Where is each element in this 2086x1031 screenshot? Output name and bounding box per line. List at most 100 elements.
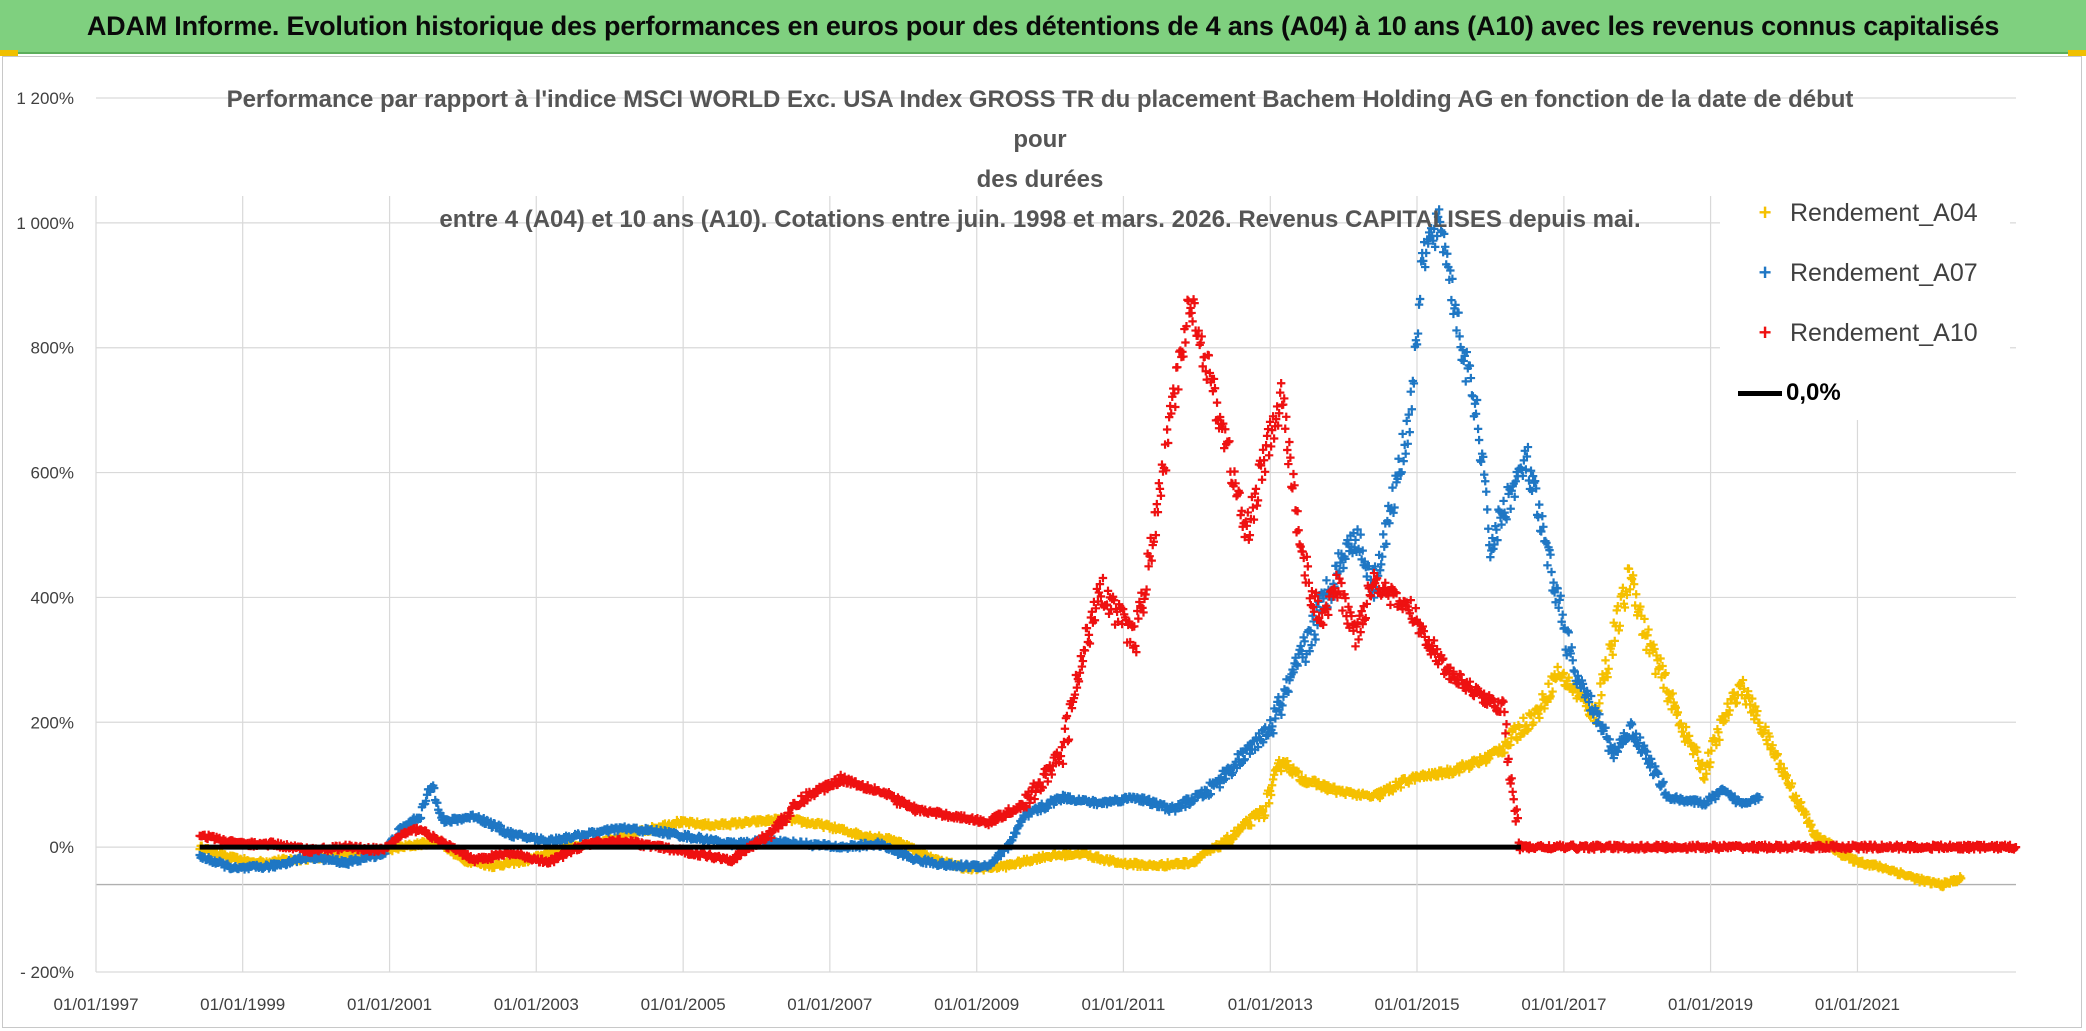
- data-point: [1601, 656, 1610, 665]
- data-point: [1738, 675, 1748, 685]
- y-tick-label: 800%: [31, 339, 74, 358]
- series-layer: [195, 205, 2021, 892]
- x-tick-label: 01/01/2013: [1228, 995, 1313, 1014]
- data-point: [1768, 740, 1777, 750]
- x-tick-label: 01/01/2003: [494, 995, 579, 1014]
- data-point: [1636, 602, 1645, 611]
- data-point: [1303, 562, 1313, 571]
- data-point: [1671, 703, 1680, 712]
- data-point: [1401, 449, 1410, 458]
- series-rendement-a07: [195, 205, 1764, 874]
- data-point: [1538, 511, 1547, 521]
- data-point: [1260, 811, 1270, 820]
- x-tick-label: 01/01/2015: [1374, 995, 1459, 1014]
- data-point: [1700, 775, 1709, 784]
- chart-frame: [2, 56, 2082, 1028]
- data-point: [1745, 700, 1755, 709]
- y-tick-label: 1 200%: [16, 89, 74, 108]
- report-banner: ADAM Informe. Evolution historique des p…: [0, 0, 2086, 54]
- data-point: [1715, 735, 1724, 745]
- data-point: [1597, 690, 1606, 700]
- data-point: [1628, 571, 1638, 580]
- data-point: [1751, 702, 1760, 711]
- data-point: [1508, 787, 1517, 796]
- data-point: [1500, 748, 1509, 757]
- x-tick-label: 01/01/2021: [1815, 995, 1900, 1014]
- data-point: [1615, 621, 1625, 631]
- data-point: [1656, 654, 1665, 663]
- data-point: [1624, 564, 1634, 573]
- data-point: [1610, 636, 1619, 646]
- data-point: [1707, 746, 1716, 755]
- data-point: [1723, 699, 1732, 708]
- data-point: [1535, 713, 1544, 723]
- data-point: [1447, 295, 1456, 305]
- data-point: [1547, 567, 1556, 577]
- data-point: [1712, 740, 1721, 750]
- corner-mark-right: [2068, 50, 2086, 56]
- series-rendement-a04: [195, 564, 1966, 892]
- data-point: [1595, 699, 1604, 708]
- data-point: [1535, 500, 1544, 509]
- data-point: [1544, 679, 1553, 688]
- y-tick-label: 400%: [31, 588, 74, 607]
- y-tick-label: 200%: [31, 713, 74, 732]
- x-tick-label: 01/01/2009: [934, 995, 1019, 1014]
- data-point: [1546, 692, 1555, 701]
- data-point: [1529, 718, 1538, 727]
- data-point: [1156, 491, 1166, 500]
- data-point: [1356, 627, 1365, 637]
- data-point: [1802, 810, 1811, 819]
- data-point: [1285, 437, 1294, 447]
- data-point: [1276, 766, 1286, 776]
- data-point: [1283, 445, 1292, 455]
- data-point: [1668, 689, 1677, 698]
- data-point: [1559, 668, 1568, 678]
- y-tick-label: 600%: [31, 464, 74, 483]
- data-point: [1604, 664, 1613, 674]
- data-point: [1748, 694, 1757, 703]
- data-point: [1706, 758, 1715, 767]
- data-point: [1776, 759, 1785, 769]
- data-point: [1714, 728, 1723, 737]
- data-point: [1787, 779, 1797, 788]
- x-tick-label: 01/01/2017: [1521, 995, 1606, 1014]
- data-point: [1603, 672, 1612, 682]
- data-point: [1257, 475, 1267, 484]
- y-axis-ticks: - 200%0%200%400%600%800%1 000%1 200%: [16, 89, 74, 982]
- data-point: [1212, 398, 1222, 407]
- data-point: [1171, 402, 1180, 412]
- data-point: [1548, 687, 1557, 696]
- data-point: [1540, 704, 1549, 713]
- data-point: [1275, 388, 1285, 397]
- x-tick-label: 01/01/2001: [347, 995, 432, 1014]
- data-point: [1497, 520, 1506, 529]
- x-tick-label: 01/01/2005: [641, 995, 726, 1014]
- data-point: [1454, 308, 1463, 317]
- data-point: [1060, 724, 1070, 733]
- data-point: [1499, 496, 1508, 506]
- data-point: [1661, 668, 1670, 678]
- data-point: [1753, 706, 1762, 716]
- data-point: [1152, 499, 1162, 509]
- data-point: [1481, 477, 1490, 486]
- data-point: [1620, 603, 1630, 612]
- data-point: [1266, 442, 1276, 451]
- data-point: [1546, 550, 1555, 559]
- report-title: ADAM Informe. Evolution historique des p…: [86, 10, 2000, 41]
- data-point: [1725, 706, 1734, 715]
- data-point: [1524, 724, 1533, 734]
- data-point: [1773, 749, 1782, 759]
- data-point: [1386, 600, 1395, 610]
- data-point: [1188, 317, 1197, 326]
- data-point: [1264, 451, 1274, 460]
- data-point: [1473, 424, 1483, 434]
- data-point: [1607, 641, 1616, 650]
- data-point: [1644, 625, 1653, 634]
- y-tick-label: 0%: [49, 838, 74, 857]
- data-point: [1260, 467, 1270, 477]
- data-point: [1162, 425, 1172, 434]
- data-point: [1483, 505, 1492, 514]
- data-point: [1673, 708, 1683, 717]
- data-point: [1553, 662, 1562, 672]
